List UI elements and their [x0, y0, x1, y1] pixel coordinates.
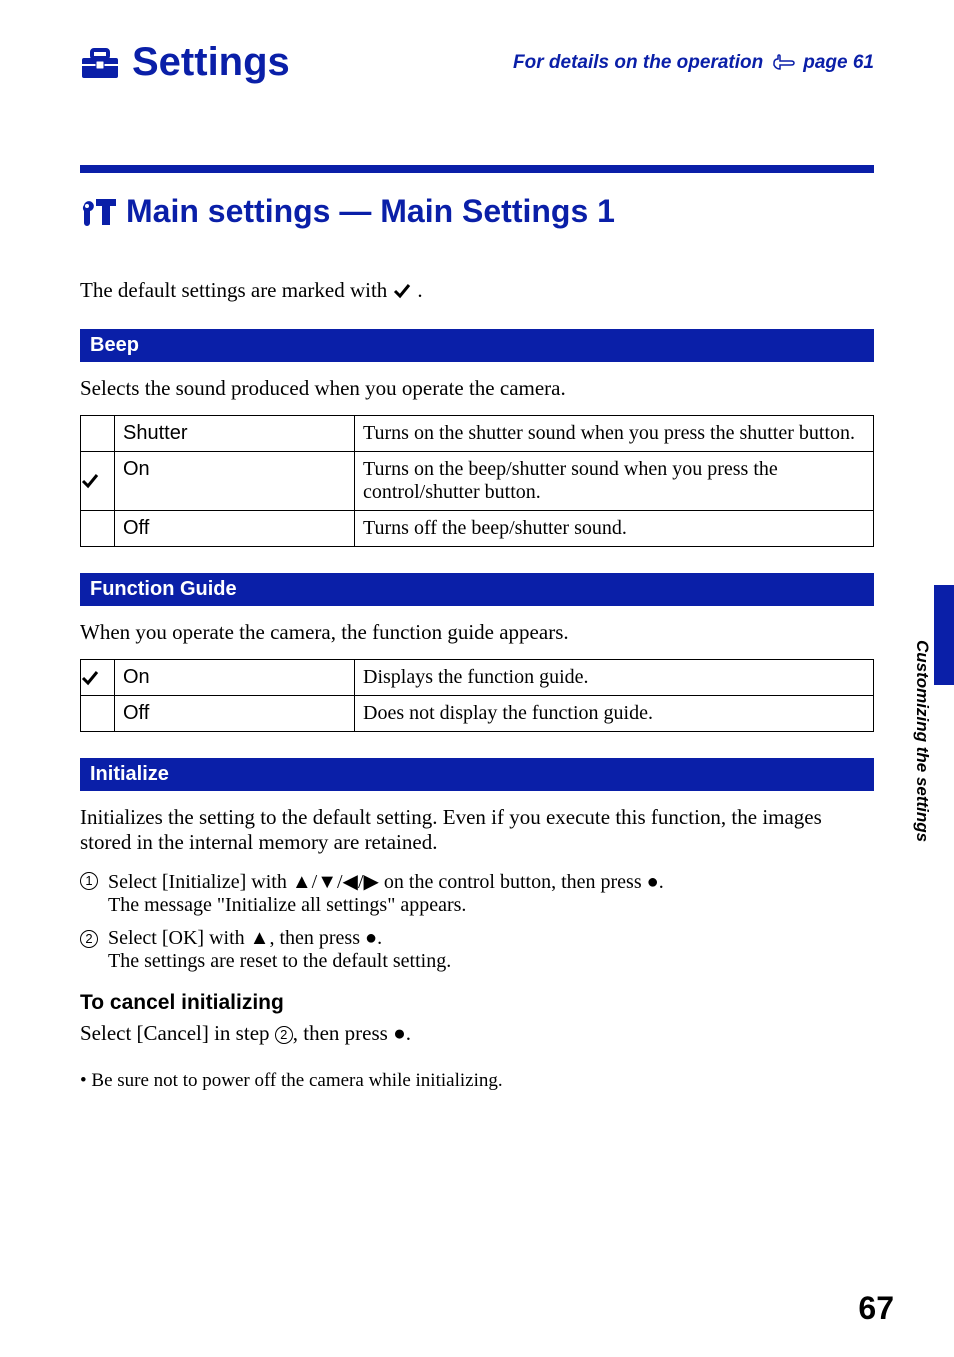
header-link-suffix: page 61 — [803, 52, 874, 74]
fguide-table: On Displays the function guide. Off Does… — [80, 659, 874, 732]
default-cell — [81, 511, 115, 547]
option-name: On — [115, 452, 355, 511]
intro-text: The default settings are marked with . — [80, 278, 874, 303]
option-desc: Turns on the shutter sound when you pres… — [355, 416, 874, 452]
side-label: Customizing the settings — [912, 640, 932, 842]
dot-icon: ● — [365, 927, 377, 949]
option-name: Off — [115, 696, 355, 732]
default-cell — [81, 696, 115, 732]
option-desc: Turns on the beep/shutter sound when you… — [355, 452, 874, 511]
table-row: On Displays the function guide. — [81, 660, 874, 696]
table-row: On Turns on the beep/shutter sound when … — [81, 452, 874, 511]
up-triangle-icon: ▲ — [292, 871, 312, 893]
check-icon — [81, 473, 114, 489]
up-triangle-icon: ▲ — [250, 927, 270, 949]
page-number: 67 — [858, 1290, 894, 1327]
default-cell — [81, 452, 115, 511]
cancel-b: , then press — [293, 1021, 393, 1045]
header-link: For details on the operation page 61 — [513, 52, 874, 74]
header-rule — [80, 165, 874, 173]
step2-c: . — [377, 927, 382, 949]
page-title-text: Main settings — Main Settings 1 — [126, 193, 615, 230]
dot-icon: ● — [647, 871, 659, 893]
fguide-desc: When you operate the camera, the functio… — [80, 620, 874, 645]
pointing-hand-icon — [771, 54, 795, 72]
chapter-title: Settings — [80, 40, 290, 85]
step1-line2: The message "Initialize all settings" ap… — [108, 894, 466, 916]
beep-desc: Selects the sound produced when you oper… — [80, 376, 874, 401]
cancel-c: . — [406, 1021, 411, 1045]
option-desc: Displays the function guide. — [355, 660, 874, 696]
section-bar-init: Initialize — [80, 758, 874, 791]
table-row: Shutter Turns on the shutter sound when … — [81, 416, 874, 452]
page-title: Main settings — Main Settings 1 — [80, 193, 874, 230]
cancel-a: Select [Cancel] in step — [80, 1021, 275, 1045]
check-icon — [393, 283, 411, 299]
table-row: Off Does not display the function guide. — [81, 696, 874, 732]
step2-line2: The settings are reset to the default se… — [108, 950, 451, 972]
step-number: 2 — [80, 927, 98, 950]
header-row: Settings For details on the operation pa… — [80, 40, 874, 85]
wrench-t-icon — [80, 197, 116, 227]
step-1: 1 Select [Initialize] with ▲/▼/◀/▶ on th… — [80, 869, 874, 917]
step-number: 1 — [80, 869, 98, 892]
intro-prefix: The default settings are marked with — [80, 278, 387, 303]
cancel-text: Select [Cancel] in step 2, then press ●. — [80, 1021, 874, 1046]
option-desc: Turns off the beep/shutter sound. — [355, 511, 874, 547]
default-cell — [81, 660, 115, 696]
option-name: Off — [115, 511, 355, 547]
step1-c: . — [659, 871, 664, 893]
option-name: On — [115, 660, 355, 696]
step2-a: Select [OK] with — [108, 927, 250, 949]
step-2: 2 Select [OK] with ▲, then press ●. The … — [80, 927, 874, 973]
step-body: Select [OK] with ▲, then press ●. The se… — [108, 927, 874, 973]
step2-b: , then press — [269, 927, 365, 949]
side-tab — [934, 585, 954, 685]
right-triangle-icon: ▶ — [364, 871, 379, 893]
header-link-prefix: For details on the operation — [513, 52, 763, 74]
section-bar-fguide: Function Guide — [80, 573, 874, 606]
step-body: Select [Initialize] with ▲/▼/◀/▶ on the … — [108, 869, 874, 917]
step1-a: Select [Initialize] with — [108, 871, 292, 893]
chapter-label: Settings — [132, 40, 290, 85]
option-desc: Does not display the function guide. — [355, 696, 874, 732]
step1-b: on the control button, then press — [384, 871, 647, 893]
step-ref-2: 2 — [275, 1026, 293, 1044]
table-row: Off Turns off the beep/shutter sound. — [81, 511, 874, 547]
toolbox-icon — [80, 46, 120, 80]
intro-suffix: . — [417, 278, 422, 303]
default-cell — [81, 416, 115, 452]
dot-icon: ● — [393, 1021, 406, 1045]
option-name: Shutter — [115, 416, 355, 452]
note-text: • Be sure not to power off the camera wh… — [80, 1070, 874, 1092]
beep-table: Shutter Turns on the shutter sound when … — [80, 415, 874, 547]
left-triangle-icon: ◀ — [343, 871, 358, 893]
section-bar-beep: Beep — [80, 329, 874, 362]
cancel-heading: To cancel initializing — [80, 991, 874, 1015]
check-icon — [81, 670, 114, 686]
init-desc: Initializes the setting to the default s… — [80, 805, 874, 855]
down-triangle-icon: ▼ — [317, 871, 337, 893]
